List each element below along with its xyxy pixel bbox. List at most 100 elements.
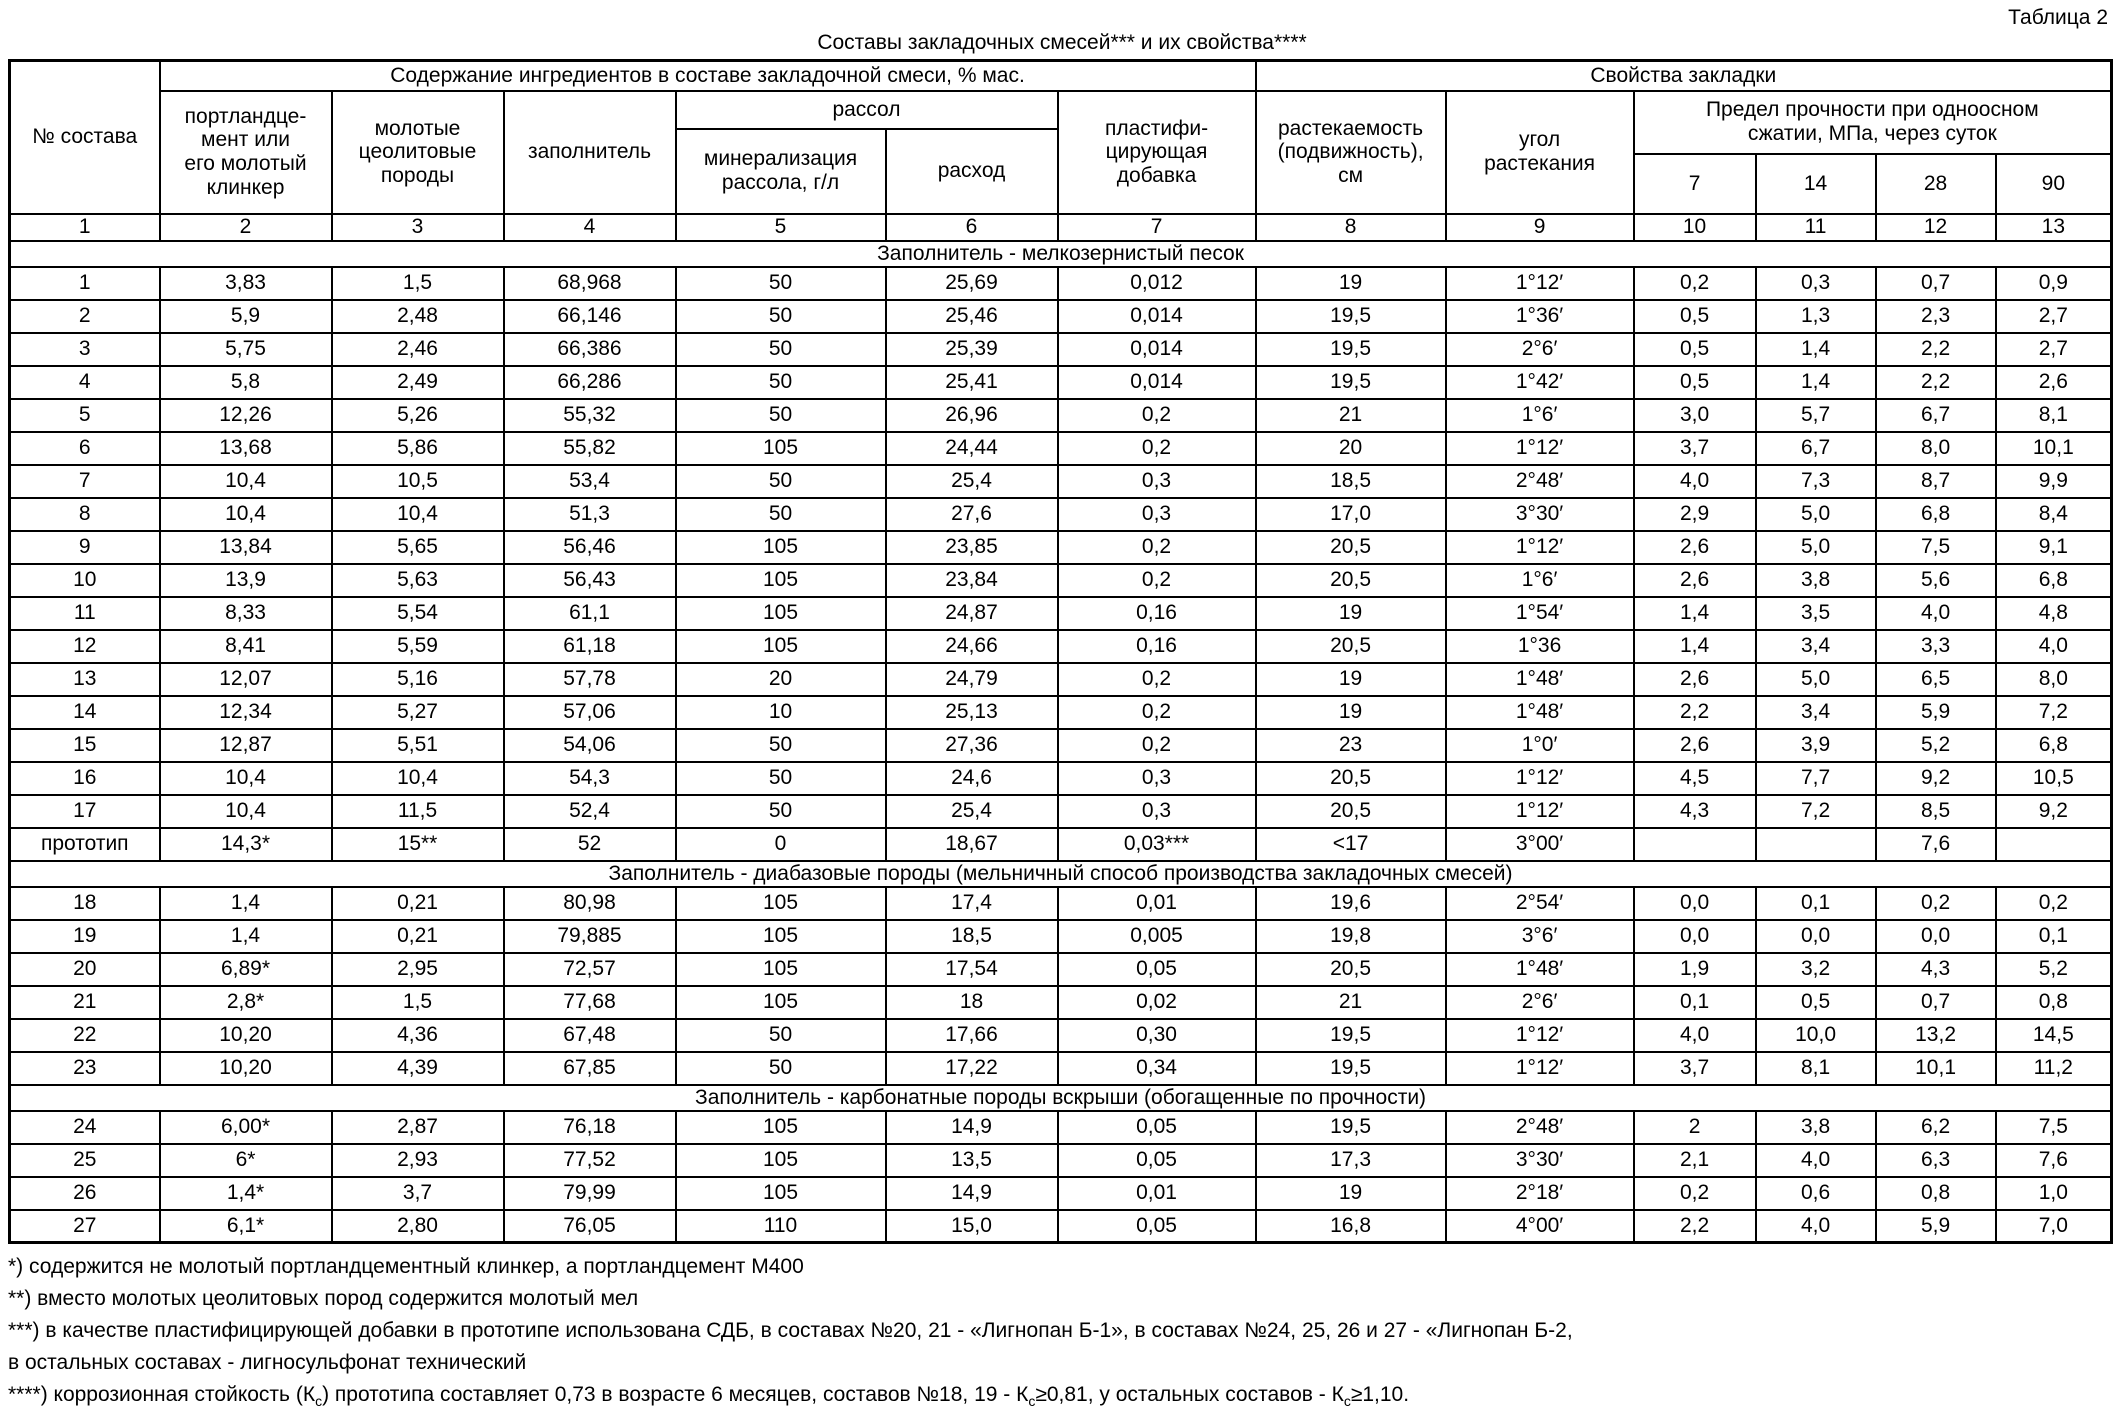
cell: 1,4: [1754, 364, 1877, 400]
cell: 9,2: [1874, 760, 1997, 796]
footnote-3-line-1: ***) в качестве пластифицирующей добавки…: [8, 1319, 1573, 1342]
table-row: 4 5,8 2,49 66,286 50 25,41 0,014 19,5 1°42′ 0,5 1,…: [8, 364, 2113, 400]
cell: 0,0: [1874, 918, 1997, 954]
table-row: 7 10,4 10,5 53,4 50 25,4 0,3 18,5 2°48′ 4,0 7,3 8,7…: [8, 463, 2113, 499]
cell: 5,2: [1874, 727, 1997, 763]
table-row: 11 8,33 5,54 61,1 105 24,87 0,16 19 1°54′ 1,4 3,5 4…: [8, 595, 2113, 631]
table-row: 6 13,68 5,86 55,82 105 24,44 0,2 20 1°12′ 3,7 6,7 8…: [8, 430, 2113, 466]
header-brine-consumption: расход: [884, 127, 1059, 215]
cell: 2,87: [330, 1109, 505, 1145]
cell: 5,86: [330, 430, 505, 466]
cell: 3,83: [158, 265, 333, 301]
cell: 5,75: [158, 331, 333, 367]
cell: 1°48′: [1444, 951, 1635, 987]
cell: 4,3: [1874, 951, 1997, 987]
section-header: Заполнитель - диабазовые породы (мельнич…: [8, 859, 2113, 888]
cell: 0,2: [1056, 694, 1257, 730]
cell: 5,9: [1874, 694, 1997, 730]
cell: 19,8: [1254, 918, 1447, 954]
cell: 10,4: [330, 496, 505, 532]
cell: 50: [674, 1050, 887, 1086]
cell: 4,0: [1754, 1142, 1877, 1178]
cell: 0,014: [1056, 331, 1257, 367]
cell: 0,012: [1056, 265, 1257, 301]
cell: 0,8: [1994, 984, 2113, 1020]
composition-no-cell: 2: [8, 298, 161, 334]
cell: 6,00*: [158, 1109, 333, 1145]
cell: 17,54: [884, 951, 1059, 987]
cell: 1°6′: [1444, 397, 1635, 433]
column-number: 8: [1254, 212, 1447, 242]
cell: 10,1: [1994, 430, 2113, 466]
cell: 0,01: [1056, 885, 1257, 921]
cell: 0,16: [1056, 628, 1257, 664]
footnote-4-text: ≥0,81, у остальных составов - К: [1035, 1383, 1344, 1406]
cell: 0,1: [1754, 885, 1877, 921]
cell: 2,7: [1994, 331, 2113, 367]
column-number: 2: [158, 212, 333, 242]
cell: 19,5: [1254, 364, 1447, 400]
cell: 68,968: [502, 265, 677, 301]
cell: 20,5: [1254, 562, 1447, 598]
cell: 11,5: [330, 793, 505, 829]
cell: 1,4: [158, 918, 333, 954]
cell: 2,2: [1874, 364, 1997, 400]
column-number: 6: [884, 212, 1059, 242]
cell: 0,2: [1632, 265, 1757, 301]
composition-no-cell: 17: [8, 793, 161, 829]
composition-no-cell: 7: [8, 463, 161, 499]
cell: 50: [674, 463, 887, 499]
cell: 19,5: [1254, 298, 1447, 334]
cell: 20,5: [1254, 529, 1447, 565]
cell: 7,5: [1994, 1109, 2113, 1145]
cell: 5,63: [330, 562, 505, 598]
cell: 17,22: [884, 1050, 1059, 1086]
composition-no-cell: 4: [8, 364, 161, 400]
cell: 24,79: [884, 661, 1059, 697]
cell: 23,85: [884, 529, 1059, 565]
composition-no-cell: 22: [8, 1017, 161, 1053]
header-day-90: 90: [1994, 152, 2113, 215]
cell: 25,69: [884, 265, 1059, 301]
cell: 24,44: [884, 430, 1059, 466]
table-row: 9 13,84 5,65 56,46 105 23,85 0,2 20,5 1°12′ 2,6 5,…: [8, 529, 2113, 565]
cell: 0,03***: [1056, 826, 1257, 862]
cell: 24,66: [884, 628, 1059, 664]
section-header: Заполнитель - карбонатные породы вскрыши…: [8, 1083, 2113, 1112]
cell: 0,5: [1632, 298, 1757, 334]
cell: 50: [674, 727, 887, 763]
cell: 105: [674, 430, 887, 466]
cell: 54,3: [502, 760, 677, 796]
cell: 8,1: [1754, 1050, 1877, 1086]
cell: 5,59: [330, 628, 505, 664]
cell: 2°18′: [1444, 1175, 1635, 1211]
cell: 3,3: [1874, 628, 1997, 664]
table-row: 1 3,83 1,5 68,968 50 25,69 0,012 19 1°12′ 0,2 0,3 0…: [8, 265, 2113, 301]
table-row: 3 5,75 2,46 66,386 50 25,39 0,014 19,5 2°6′ 0,5 1,…: [8, 331, 2113, 367]
footnote-4-sub: с: [315, 1393, 323, 1410]
cell: 2°48′: [1444, 1109, 1635, 1145]
cell: 50: [674, 397, 887, 433]
cell: 2,95: [330, 951, 505, 987]
cell: 6,7: [1874, 397, 1997, 433]
cell: 2,48: [330, 298, 505, 334]
cell: 8,33: [158, 595, 333, 631]
cell: 57,78: [502, 661, 677, 697]
cell: 76,18: [502, 1109, 677, 1145]
cell: 50: [674, 760, 887, 796]
cell: 0,1: [1632, 984, 1757, 1020]
cell: 10,4: [158, 496, 333, 532]
header-zeolite: молотые цеолитовые породы: [330, 89, 505, 215]
cell: 1,4: [158, 885, 333, 921]
cell: 0,5: [1632, 364, 1757, 400]
cell: 10,0: [1754, 1017, 1877, 1053]
footnotes: *) содержится не молотый портландцементн…: [8, 1251, 2118, 1411]
cell: 67,48: [502, 1017, 677, 1053]
cell: 3,8: [1754, 1109, 1877, 1145]
cell: 23: [1254, 727, 1447, 763]
table-row: 17 10,4 11,5 52,4 50 25,4 0,3 20,5 1°12′ 4,3 7,2 8,…: [8, 793, 2113, 829]
header-plasticizer: пластифи- цирующая добавка: [1056, 89, 1257, 215]
cell: 8,7: [1874, 463, 1997, 499]
cell: 105: [674, 984, 887, 1020]
column-number: 3: [330, 212, 505, 242]
